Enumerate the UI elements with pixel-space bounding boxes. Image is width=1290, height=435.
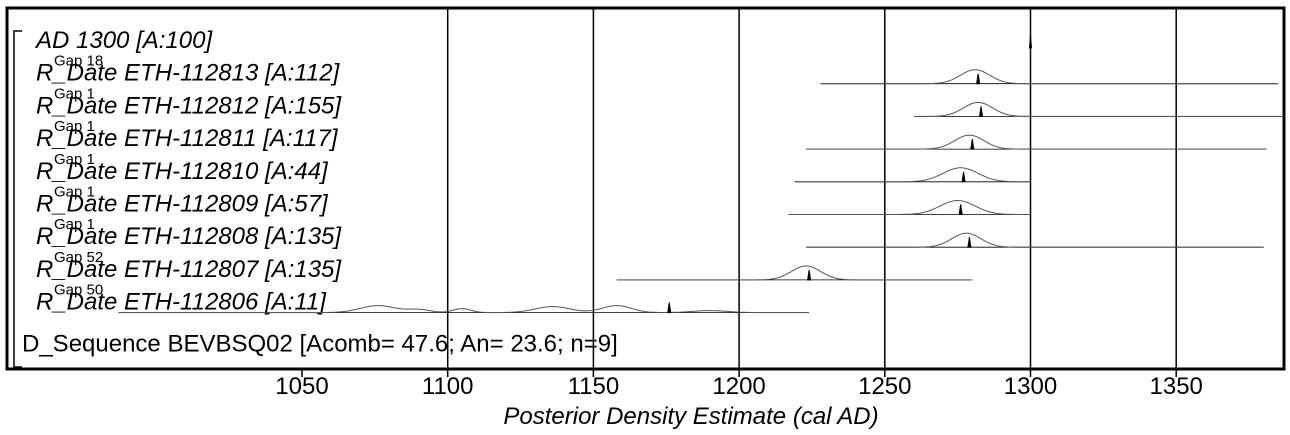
posterior-marker [976,73,981,85]
row-label: R_Date ETH-112808 [A:135] [36,223,342,250]
x-tick-label: 1250 [858,373,911,400]
x-tick-label: 1200 [712,373,765,400]
row-label: AD 1300 [A:100] [34,27,213,54]
row-3: R_Date ETH-112812 [A:155]Gap 1 [36,85,1283,119]
likelihood-curve [788,200,1031,215]
row-2: R_Date ETH-112813 [A:112]Gap 18 [36,53,1279,87]
likelihood-curve [616,265,973,281]
x-axis-title: Posterior Density Estimate (cal AD) [503,403,878,430]
gap-label: Gap 1 [54,216,95,233]
x-tick-label: 1100 [422,373,474,400]
gap-label: Gap 18 [54,53,103,70]
posterior-marker [961,171,966,183]
gap-label: Gap 52 [54,249,103,266]
row-label: R_Date ETH-112809 [A:57] [36,191,329,218]
sequence-bracket [13,30,22,368]
x-tick-label: 1050 [275,373,328,400]
x-tick-label: 1300 [1004,373,1057,400]
vertical-gridlines [446,8,1177,369]
posterior-marker [967,237,972,248]
row-9: R_Date ETH-112806 [A:11]Gap 50 [36,282,810,316]
bracket-line [13,30,22,368]
row-label: R_Date ETH-112810 [A:44] [36,158,329,185]
gap-label: Gap 1 [54,85,95,102]
posterior-marker [807,269,812,281]
row-label: R_Date ETH-112813 [A:112] [36,60,341,87]
x-axis: 1050 1100 1150 1200 1250 1300 1350 [275,369,1203,400]
plot-frame [5,6,1286,371]
posterior-spike [1028,35,1033,49]
gap-label: Gap 50 [54,282,103,299]
gap-label: Gap 1 [54,151,95,168]
row-label: D_Sequence BEVBSQ02 [Acomb= 47.6; An= 23… [22,330,618,357]
row-7: R_Date ETH-112808 [A:135]Gap 1 [36,216,1264,250]
x-tick-label: 1350 [1150,373,1203,400]
likelihood-curve [913,101,1283,117]
likelihood-curve [806,134,1267,150]
posterior-marker [958,204,963,215]
rows: AD 1300 [A:100]R_Date ETH-112813 [A:112]… [22,27,1283,357]
row-4: R_Date ETH-112811 [A:117]Gap 1 [36,118,1267,152]
likelihood-curve [820,69,1279,85]
gap-label: Gap 1 [54,118,95,135]
row-5: R_Date ETH-112810 [A:44]Gap 1 [36,151,1031,185]
row-label: R_Date ETH-112812 [A:155] [36,92,342,119]
likelihood-curve [118,305,809,314]
row-label: R_Date ETH-112806 [A:11] [36,289,327,316]
likelihood-curve [806,232,1264,248]
row-1: AD 1300 [A:100] [34,27,1033,54]
likelihood-curve [794,167,1031,183]
row-8: R_Date ETH-112807 [A:135]Gap 52 [36,249,973,283]
row-6: R_Date ETH-112809 [A:57]Gap 1 [36,184,1031,218]
posterior-marker [970,139,975,150]
row-label: R_Date ETH-112811 [A:117] [36,125,339,152]
row-10: D_Sequence BEVBSQ02 [Acomb= 47.6; An= 23… [22,330,618,357]
row-label: R_Date ETH-112807 [A:135] [36,256,342,283]
x-tick-label: 1150 [568,373,620,400]
posterior-marker [978,106,984,117]
gap-label: Gap 1 [54,184,95,201]
posterior-marker [667,302,672,314]
